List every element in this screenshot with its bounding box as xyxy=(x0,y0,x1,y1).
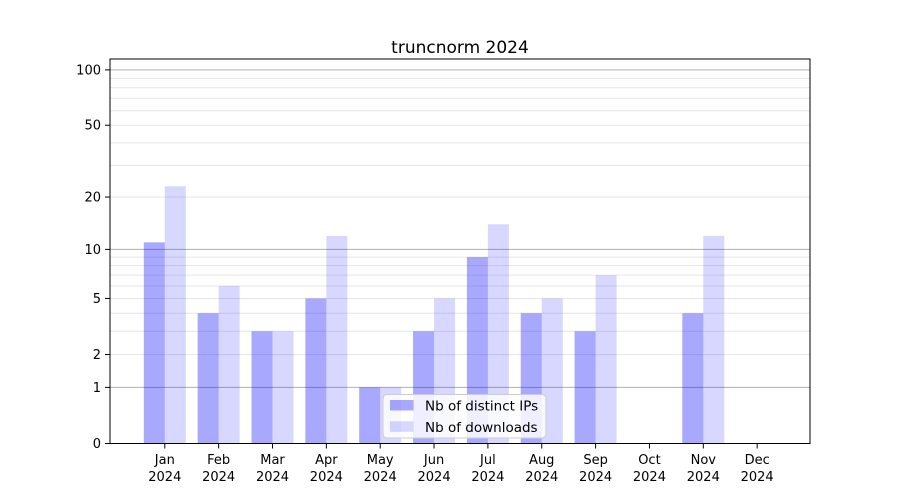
x-tick-label-month: Jul xyxy=(479,453,496,468)
x-tick-label-month: Nov xyxy=(691,453,717,468)
x-tick-label-year: 2024 xyxy=(148,470,181,485)
bar-downloads-jul xyxy=(487,224,509,444)
gridlines xyxy=(110,69,810,388)
plot-border xyxy=(109,58,811,444)
x-tick-label-year: 2024 xyxy=(741,470,774,485)
x-tick-label-year: 2024 xyxy=(364,470,397,485)
x-tick-label-year: 2024 xyxy=(633,470,666,485)
legend-label-distinct-ips: Nb of distinct IPs xyxy=(425,399,538,415)
x-tick-label-year: 2024 xyxy=(418,470,451,485)
y-tick-label: 2 xyxy=(93,348,101,363)
x-tick-label-year: 2024 xyxy=(256,470,289,485)
bar-distinct-ips-nov xyxy=(682,313,704,444)
bar-distinct-ips-apr xyxy=(305,298,327,444)
legend: Nb of distinct IPs Nb of downloads xyxy=(382,394,547,439)
x-tick-label-month: Sep xyxy=(583,453,608,468)
bar-distinct-ips-may xyxy=(359,387,381,444)
bar-downloads-aug xyxy=(541,298,563,444)
x-tick-label-month: Aug xyxy=(529,453,554,468)
x-tick-label-month: Apr xyxy=(315,453,338,468)
legend-swatch-distinct-ips xyxy=(390,400,414,411)
y-tick-label: 1 xyxy=(93,381,101,396)
y-tick-label: 100 xyxy=(76,63,101,78)
bar-downloads-mar xyxy=(272,331,294,444)
axes: 0 1 2 5 10 20 50 100 Jan 2024 Feb 2024 Mar 2024 Apr 202… xyxy=(76,63,774,485)
x-tick-label-year: 2024 xyxy=(579,470,612,485)
x-tick-label-month: Mar xyxy=(260,453,285,468)
bar-distinct-ips-feb xyxy=(197,313,219,444)
chart-title: truncnorm 2024 xyxy=(391,38,529,58)
y-tick-label: 0 xyxy=(93,437,101,452)
bar-downloads-feb xyxy=(218,285,240,444)
x-tick-label-year: 2024 xyxy=(525,470,558,485)
bar-distinct-ips-jan xyxy=(143,242,165,444)
legend-label-downloads: Nb of downloads xyxy=(425,420,538,436)
bar-downloads-apr xyxy=(326,235,348,444)
bar-downloads-jan xyxy=(164,186,186,444)
x-tick-label-year: 2024 xyxy=(687,470,720,485)
x-tick-label-month: Feb xyxy=(207,453,230,468)
bar-distinct-ips-mar xyxy=(251,331,273,444)
bar-distinct-ips-sep xyxy=(574,331,596,444)
x-tick-label-month: Jun xyxy=(423,453,444,468)
x-tick-label-month: Oct xyxy=(638,453,660,468)
bar-downloads-nov xyxy=(703,235,725,444)
y-tick-label: 50 xyxy=(84,119,101,134)
y-tick-label: 10 xyxy=(84,243,101,258)
x-tick-label-month: Dec xyxy=(745,453,770,468)
x-tick-label-year: 2024 xyxy=(310,470,343,485)
y-tick-label: 20 xyxy=(84,191,101,206)
y-tick-label: 5 xyxy=(93,292,101,307)
bar-downloads-sep xyxy=(595,275,617,444)
x-tick-label-year: 2024 xyxy=(471,470,504,485)
x-tick-label-month: Jan xyxy=(154,453,175,468)
x-tick-label-year: 2024 xyxy=(202,470,235,485)
x-tick-label-month: May xyxy=(367,453,394,468)
legend-box xyxy=(382,394,547,439)
legend-swatch-downloads xyxy=(390,421,414,432)
